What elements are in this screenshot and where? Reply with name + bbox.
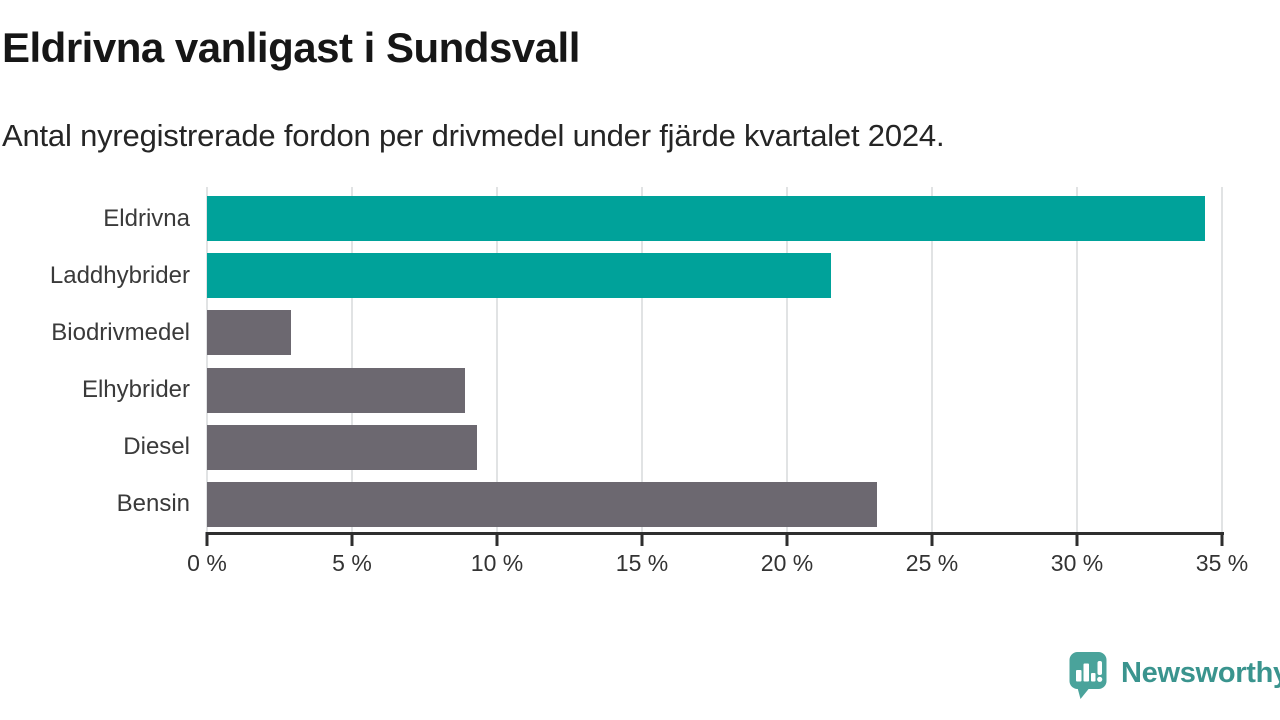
x-axis-tick [1075,532,1079,546]
category-label: Biodrivmedel [51,318,190,346]
y-axis-labels: Eldrivna Laddhybrider Biodrivmedel Elhybrid… [0,190,190,533]
plot-area [206,187,1223,533]
bar-biodrivmedel [207,310,292,356]
category-label: Laddhybrider [49,261,190,289]
x-axis-line [206,532,1224,535]
gridline [206,187,208,533]
bar-eldrivna [207,196,1205,242]
x-axis-tick [1220,532,1224,546]
x-axis-tick [930,532,934,546]
x-axis-tick-label: 25 % [905,550,959,576]
bar-row [207,476,1222,533]
x-axis-tick-label: 30 % [1050,550,1104,576]
bar-elhybrider [207,367,466,413]
bar-rows [207,190,1222,533]
chart-title: Eldrivna vanligast i Sundsvall [2,24,580,71]
bar-laddhybrider [207,253,831,299]
category-label: Bensin [116,490,190,518]
x-axis-tick-label: 20 % [760,550,814,576]
gridline [786,187,788,533]
x-axis-tick-label: 0 % [187,550,227,576]
bar-row [207,190,1222,247]
gridline [1221,187,1223,533]
gridline [351,187,353,533]
x-axis-tick-label: 15 % [615,550,669,576]
x-axis-tick [495,532,499,546]
newsworthy-logo-icon [1068,650,1109,700]
x-axis-tick [205,532,209,546]
bar-row [207,362,1222,419]
category-label: Elhybrider [81,376,190,404]
gridline [1076,187,1078,533]
bar-row [207,419,1222,476]
gridline [641,187,643,533]
category-label: Eldrivna [103,204,190,232]
newsworthy-logo: Newsworthy [1068,650,1280,700]
bar-row [207,247,1222,304]
x-axis-tick-label: 5 % [332,550,372,576]
chart-subtitle: Antal nyregistrerade fordon per drivmede… [2,118,945,153]
gridline [496,187,498,533]
x-axis-tick [785,532,789,546]
x-axis-tick [350,532,354,546]
x-axis-tick-label: 35 % [1195,550,1249,576]
brand-name: Newsworthy [1121,657,1280,689]
bar-bensin [207,481,877,527]
category-label: Diesel [123,433,190,461]
bar-row [207,304,1222,361]
gridline [931,187,933,533]
x-axis-tick [640,532,644,546]
bar-diesel [207,424,477,470]
x-axis-tick-label: 10 % [470,550,524,576]
